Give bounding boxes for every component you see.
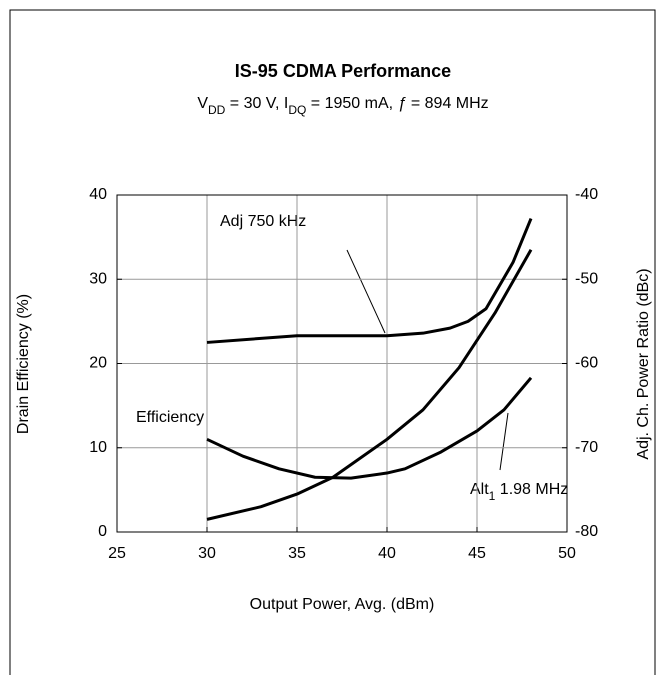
subscript: DQ — [288, 103, 306, 117]
x-tick-label: 25 — [108, 545, 126, 562]
chart-subtitle: VDD = 30 V, IDQ = 1950 mA, ƒ = 894 MHz — [197, 95, 488, 117]
x-tick-label: 35 — [288, 545, 306, 562]
subscript: 1 — [489, 489, 496, 503]
text-part: = 894 MHz — [406, 95, 488, 112]
x-tick-label: 40 — [378, 545, 396, 562]
frame — [9, 9, 656, 675]
y2-tick-label: -40 — [575, 186, 598, 203]
plot-frame — [116, 194, 568, 533]
y2-axis-label: Adj. Ch. Power Ratio (dBc) — [635, 268, 652, 459]
x-tick-label: 50 — [558, 545, 576, 562]
text-part: = 1950 mA, — [306, 95, 397, 112]
x-axis-label: Output Power, Avg. (dBm) — [250, 596, 435, 613]
y2-tick-label: -70 — [575, 439, 598, 456]
y-tick-label: 10 — [89, 439, 107, 456]
series-annotation: Alt1 1.98 MHz — [470, 481, 568, 503]
subscript: DD — [208, 103, 226, 117]
x-tick-label: 45 — [468, 545, 486, 562]
y2-tick-label: -60 — [575, 355, 598, 372]
leader-line — [499, 412, 509, 471]
text-part: = 30 V, I — [225, 95, 288, 112]
y-tick-label: 30 — [89, 270, 107, 287]
y-tick-label: 20 — [89, 355, 107, 372]
text-part: Alt — [470, 481, 489, 498]
text-part: 1.98 MHz — [495, 481, 568, 498]
series-line — [206, 376, 533, 480]
text-part: V — [197, 95, 208, 112]
chart-title: IS-95 CDMA Performance — [235, 61, 451, 81]
series-line — [206, 218, 533, 344]
y-tick-label: 40 — [89, 186, 107, 203]
x-tick-label: 30 — [198, 545, 216, 562]
series-annotation: Efficiency — [136, 409, 204, 426]
text-part: ƒ — [398, 95, 407, 112]
leader-line — [346, 249, 386, 334]
series-annotation: Adj 750 kHz — [220, 213, 306, 230]
y2-tick-label: -50 — [575, 270, 598, 287]
y-tick-label: 0 — [98, 523, 107, 540]
series-line — [206, 249, 533, 521]
y-axis-label: Drain Efficiency (%) — [15, 294, 32, 434]
y2-tick-label: -80 — [575, 523, 598, 540]
